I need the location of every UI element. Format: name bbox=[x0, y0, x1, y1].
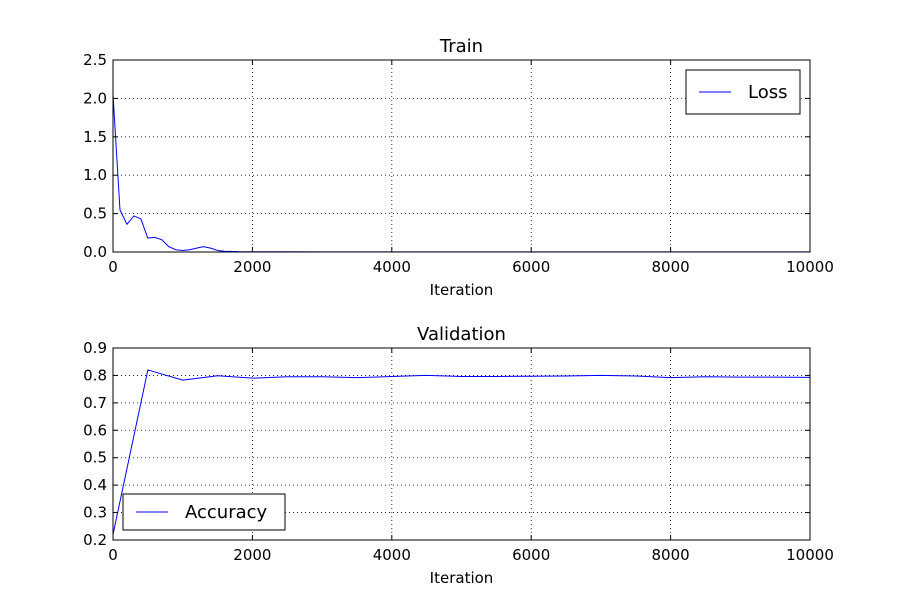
plot-frame bbox=[112, 59, 811, 253]
y-tick-label: 0.5 bbox=[83, 449, 107, 467]
x-tick-label: 10000 bbox=[786, 546, 834, 564]
legend-label: Loss bbox=[748, 82, 787, 103]
y-tick-label: 0.8 bbox=[83, 366, 107, 384]
y-tick-label: 0.2 bbox=[83, 531, 107, 549]
legend: Loss bbox=[685, 69, 801, 115]
x-tick-label: 2000 bbox=[233, 258, 271, 276]
y-tick-label: 1.0 bbox=[83, 166, 107, 184]
x-tick-label: 4000 bbox=[373, 258, 411, 276]
x-tick-label: 0 bbox=[108, 546, 118, 564]
series-line-loss bbox=[112, 94, 810, 253]
y-tick-label: 2.0 bbox=[83, 89, 107, 107]
x-tick-label: 8000 bbox=[652, 258, 690, 276]
x-tick-label: 4000 bbox=[373, 546, 411, 564]
x-tick-label: 2000 bbox=[233, 546, 271, 564]
plot-frame bbox=[112, 347, 811, 541]
y-tick-label: 0.5 bbox=[83, 205, 107, 223]
y-tick-label: 0.3 bbox=[83, 504, 107, 522]
subplot-2: Validation 0 2000 4000 6000 8000 10000 0.2 0.3 0.… bbox=[83, 324, 834, 587]
y-tick-label: 0.4 bbox=[83, 476, 107, 494]
x-axis-label: Iteration bbox=[430, 569, 494, 587]
y-tick-label: 0.6 bbox=[83, 421, 107, 439]
legend-label: Accuracy bbox=[185, 502, 268, 523]
subplot-1: Train 0 2000 4000 6000 8000 10000 0.0 0.5 1.0 1.5 2… bbox=[83, 36, 834, 299]
chart-title: Validation bbox=[417, 324, 506, 345]
x-tick-label: 0 bbox=[108, 258, 118, 276]
x-tick-label: 6000 bbox=[512, 258, 550, 276]
x-tick-label: 8000 bbox=[652, 546, 690, 564]
x-tick-label: 10000 bbox=[786, 258, 834, 276]
y-tick-label: 2.5 bbox=[83, 51, 107, 69]
y-tick-label: 1.5 bbox=[83, 128, 107, 146]
y-tick-label: 0.7 bbox=[83, 394, 107, 412]
x-tick-label: 6000 bbox=[512, 546, 550, 564]
y-tick-label: 0.0 bbox=[83, 243, 107, 261]
series-line-accuracy bbox=[112, 369, 811, 535]
legend: Accuracy bbox=[122, 493, 286, 531]
x-axis-label: Iteration bbox=[430, 281, 494, 299]
y-tick-label: 0.9 bbox=[83, 339, 107, 357]
chart-title: Train bbox=[439, 36, 483, 57]
